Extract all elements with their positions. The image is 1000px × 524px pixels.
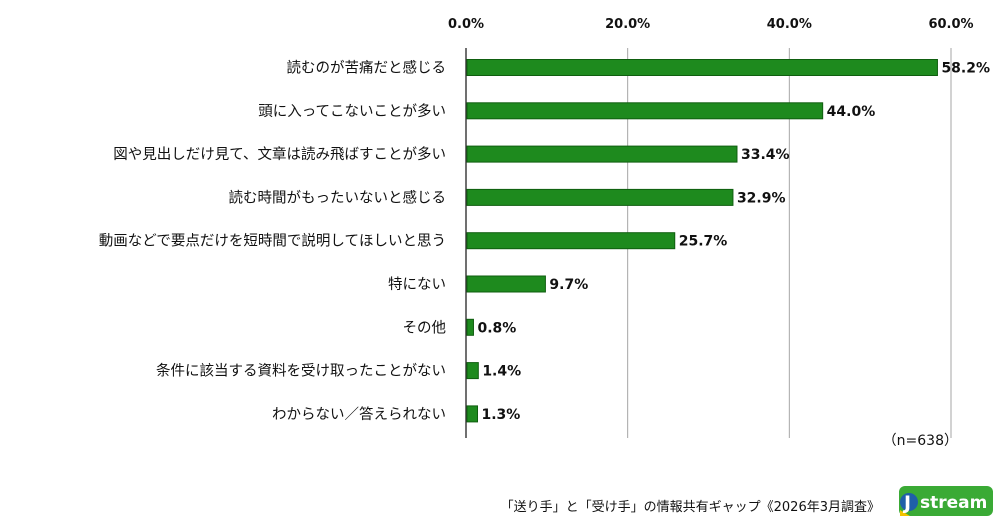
category-label: 条件に該当する資料を受け取ったことがない [156,363,446,380]
value-labels: 58.2% 44.0% 33.4% 32.9% 25.7% 9.7% 0.8% 1.4% 1.3… [477,61,990,423]
x-tick-label: 60.0% [928,17,973,32]
category-label: 特にない [388,276,446,293]
category-label: 動画などで要点だけを短時間で説明してほしいと思う [99,233,446,250]
x-axis-ticks: 0.0% 20.0% 40.0% 60.0% [448,17,974,32]
jstream-logo: J stream [899,486,993,516]
sample-size-label: （n=638） [882,433,958,449]
value-label: 25.7% [679,234,728,250]
value-label: 44.0% [827,104,876,120]
value-label: 1.3% [482,407,521,423]
logo-background [899,486,993,516]
value-label: 32.9% [737,190,786,206]
logo-text: stream [920,493,987,513]
category-label: 読む時間がもったいないと感じる [229,189,447,206]
x-tick-label: 20.0% [605,17,650,32]
category-label: わからない／答えられない [272,406,446,423]
category-label: 読むのが苦痛だと感じる [287,60,447,77]
value-label: 33.4% [741,147,790,163]
bar [466,145,738,163]
bar [466,362,479,380]
category-labels: 読むのが苦痛だと感じる頭に入ってこないことが多い図や見出しだけ見て、文章は読み飛… [99,60,446,423]
bars [466,59,938,423]
value-label: 1.4% [482,364,521,380]
x-tick-label: 0.0% [448,17,484,32]
logo-accent-blue [900,493,918,511]
bar [466,318,474,336]
value-label: 58.2% [941,61,990,77]
category-label: 頭に入ってこないことが多い [258,103,446,120]
value-label: 9.7% [549,277,588,293]
bar [466,275,546,293]
bar [466,188,734,206]
value-label: 0.8% [477,320,516,336]
bar [466,59,938,76]
bar [466,102,824,120]
category-label: 図や見出しだけ見て、文章は読み飛ばすことが多い [113,145,446,163]
bar-chart: 0.0% 20.0% 40.0% 60.0% 読むのが苦痛だと感じる頭に入ってこないこ… [99,17,990,438]
x-tick-label: 40.0% [767,17,812,32]
bar [466,232,676,250]
logo-initial: J [902,492,911,514]
logo-accent-yellow [900,510,910,516]
bar [466,405,479,423]
category-label: その他 [403,319,447,336]
source-caption: 「送り手」と「受け手」の情報共有ギャップ《2026年3月調査》 [500,500,880,515]
